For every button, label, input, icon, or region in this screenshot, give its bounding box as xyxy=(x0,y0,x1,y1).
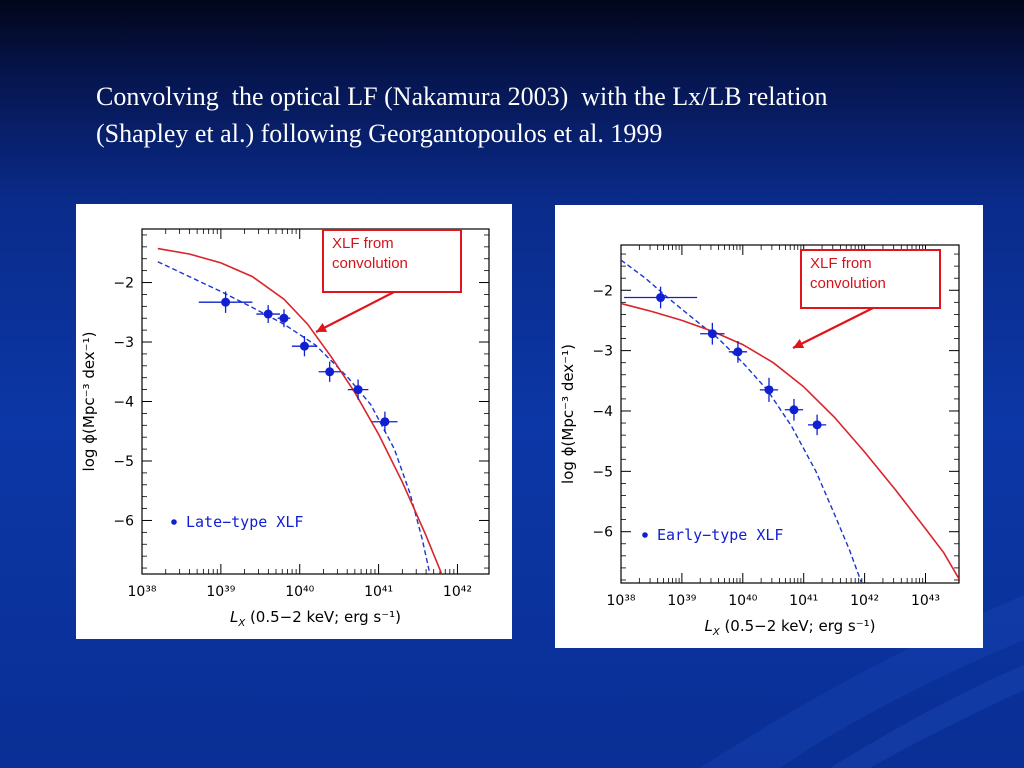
xlf-annotation-box-right: XLF from convolution xyxy=(800,249,941,309)
y-tick-label: −3 xyxy=(113,335,134,351)
early-type-chart-panel: 10³⁸ 10³⁹ 10⁴⁰ 10⁴¹ 10⁴² 10⁴³ −6 −5 −4 −3 −2 Early−… xyxy=(555,205,983,648)
x-tick-label: 10³⁹ xyxy=(206,584,235,600)
y-tick-label: −2 xyxy=(592,283,613,299)
annotation-arrow-line xyxy=(792,306,876,349)
data-point xyxy=(784,398,804,421)
y-tick-label: −5 xyxy=(592,464,613,480)
data-point xyxy=(198,291,253,313)
annotation-line-2: convolution xyxy=(332,255,408,272)
data-marker xyxy=(263,309,273,319)
data-point xyxy=(700,322,725,345)
x-tick-label: 10⁴¹ xyxy=(789,593,818,609)
heading-line-2: (Shapley et al.) following Georgantopoul… xyxy=(96,119,663,148)
data-marker xyxy=(353,385,363,395)
data-point xyxy=(291,336,318,357)
annotation-arrow-line xyxy=(315,290,397,333)
x-axis-label: LX (0.5−2 keV; erg s⁻¹) xyxy=(230,608,401,629)
data-marker xyxy=(764,385,774,395)
x-tick-label: 10⁴² xyxy=(850,593,879,609)
y-tick-label: −6 xyxy=(113,513,134,529)
y-axis-label: log ϕ(Mpc⁻³ dex⁻¹) xyxy=(80,332,98,472)
dashed-model-curve xyxy=(157,261,431,574)
data-point xyxy=(347,379,369,400)
y-tick-label: −3 xyxy=(592,344,613,360)
annotation-arrow-head xyxy=(793,339,805,348)
x-tick-label: 10³⁸ xyxy=(606,593,635,609)
data-marker xyxy=(380,417,390,427)
x-tick-label: 10⁴¹ xyxy=(364,584,393,600)
data-marker xyxy=(221,297,231,307)
xlf-annotation-box-left: XLF from convolution xyxy=(322,229,462,293)
x-tick-label: 10⁴² xyxy=(443,584,472,600)
x-tick-label: 10³⁹ xyxy=(667,593,696,609)
annotation-arrow-head xyxy=(316,322,328,332)
early-type-xlf-chart: 10³⁸ 10³⁹ 10⁴⁰ 10⁴¹ 10⁴² 10⁴³ −6 −5 −4 −3 −2 Early−… xyxy=(559,244,960,638)
legend-label: Late−type XLF xyxy=(186,513,303,531)
x-tick-label: 10³⁸ xyxy=(127,584,156,600)
data-point xyxy=(277,309,291,328)
solid-convolution-curve xyxy=(157,247,443,574)
data-marker xyxy=(279,313,289,323)
solid-convolution-curve xyxy=(621,302,959,580)
plot-area xyxy=(157,247,443,574)
data-point xyxy=(728,340,748,363)
data-marker xyxy=(707,329,717,339)
data-marker xyxy=(299,341,309,351)
legend-marker xyxy=(642,532,648,538)
data-marker xyxy=(325,367,335,377)
data-point xyxy=(624,286,698,309)
plot-area xyxy=(621,259,959,583)
data-point xyxy=(372,411,398,432)
y-tick-label: −4 xyxy=(113,395,134,411)
data-marker xyxy=(656,293,666,303)
y-axis-label: log ϕ(Mpc⁻³ dex⁻¹) xyxy=(559,344,577,484)
y-tick-label: −6 xyxy=(592,525,613,541)
legend-marker xyxy=(171,519,177,525)
annotation-line-2: convolution xyxy=(810,275,886,292)
annotation-line-1: XLF from xyxy=(332,235,394,252)
late-type-chart-panel: 10³⁸ 10³⁹ 10⁴⁰ 10⁴¹ 10⁴² −6 −5 −4 −3 −2 Late−type … xyxy=(76,204,512,639)
legend-label: Early−type XLF xyxy=(657,526,783,544)
data-point xyxy=(759,377,779,402)
dashed-model-curve xyxy=(621,259,863,583)
data-point xyxy=(807,414,827,436)
x-tick-label: 10⁴⁰ xyxy=(285,584,314,600)
data-marker xyxy=(812,420,822,430)
data-marker xyxy=(733,347,743,357)
heading-line-1: Convolving the optical LF (Nakamura 2003… xyxy=(96,82,828,111)
x-tick-label: 10⁴³ xyxy=(911,593,940,609)
data-point xyxy=(318,361,341,382)
late-type-xlf-chart: 10³⁸ 10³⁹ 10⁴⁰ 10⁴¹ 10⁴² −6 −5 −4 −3 −2 Late−type … xyxy=(80,228,490,629)
x-axis-label: LX (0.5−2 keV; erg s⁻¹) xyxy=(704,617,875,638)
annotation-line-1: XLF from xyxy=(810,255,872,272)
slide-heading: Convolving the optical LF (Nakamura 2003… xyxy=(96,78,1024,152)
data-point xyxy=(256,305,281,323)
y-tick-label: −5 xyxy=(113,454,134,470)
data-marker xyxy=(789,405,799,415)
y-tick-label: −4 xyxy=(592,404,613,420)
y-tick-label: −2 xyxy=(113,276,134,292)
x-tick-label: 10⁴⁰ xyxy=(728,593,757,609)
